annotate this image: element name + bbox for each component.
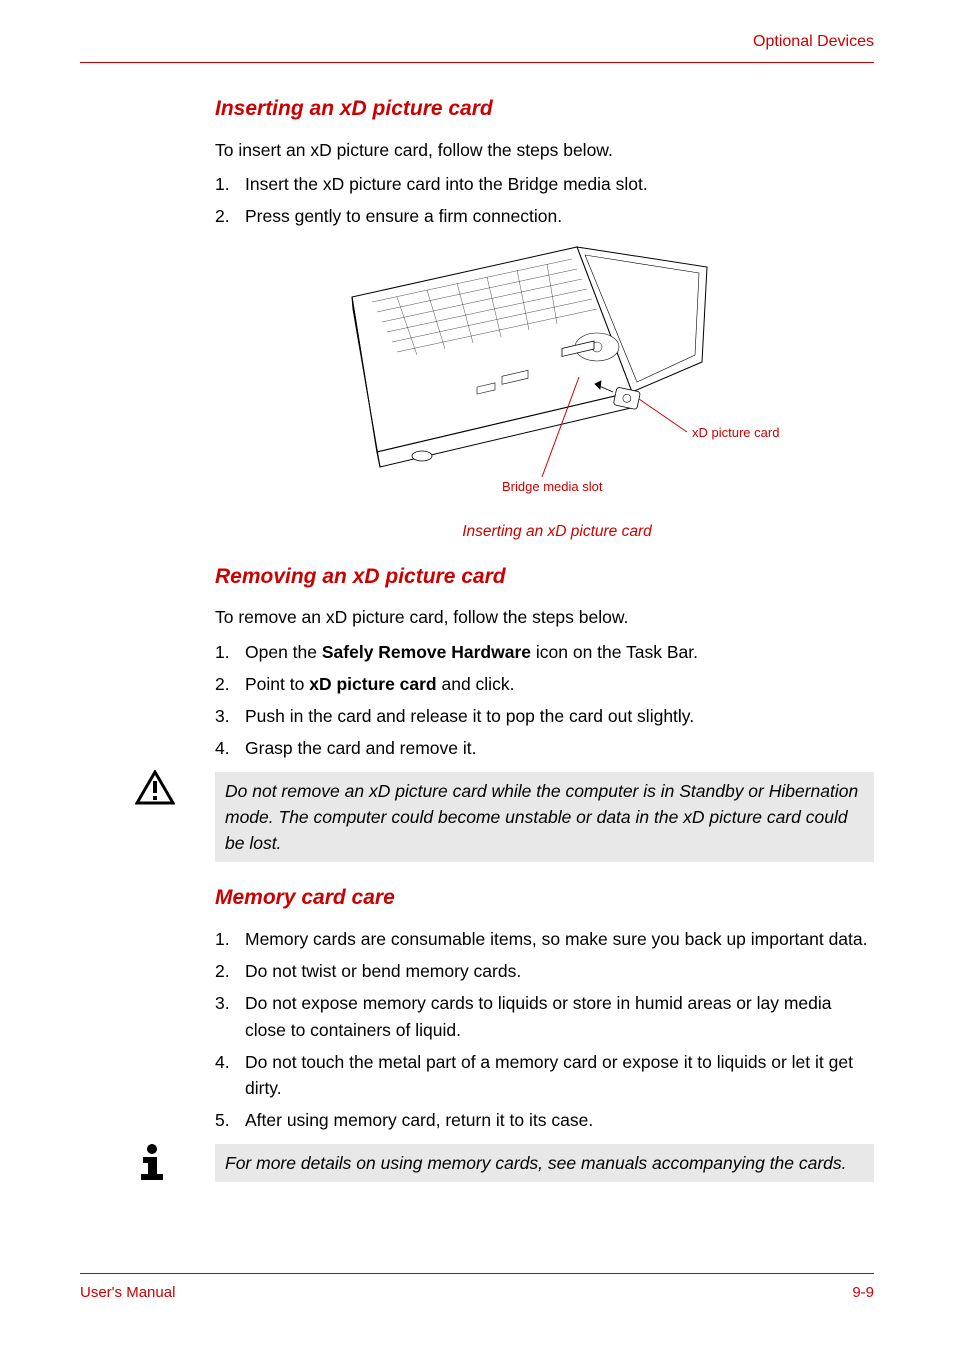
step-text: Push in the card and release it to pop t… xyxy=(245,706,694,726)
step-text: Press gently to ensure a firm connection… xyxy=(245,206,562,226)
header-right: Optional Devices xyxy=(80,30,874,54)
figure-laptop: xD picture card Bridge media slot Insert… xyxy=(240,237,874,543)
steps-inserting: 1.Insert the xD picture card into the Br… xyxy=(215,171,874,230)
step-text: Do not twist or bend memory cards. xyxy=(245,961,521,981)
list-item: 1.Open the Safely Remove Hardware icon o… xyxy=(215,639,874,665)
intro-inserting: To insert an xD picture card, follow the… xyxy=(215,137,874,163)
steps-memory-care: 1.Memory cards are consumable items, so … xyxy=(215,926,874,1134)
list-item: 3.Do not expose memory cards to liquids … xyxy=(215,990,874,1043)
step-text: Insert the xD picture card into the Brid… xyxy=(245,174,648,194)
list-item: 5.After using memory card, return it to … xyxy=(215,1107,874,1133)
step-text: Point to xD picture card and click. xyxy=(245,674,514,694)
step-text: Open the Safely Remove Hardware icon on … xyxy=(245,642,698,662)
steps-removing: 1.Open the Safely Remove Hardware icon o… xyxy=(215,639,874,762)
warning-icon xyxy=(80,768,215,806)
step-text: Do not touch the metal part of a memory … xyxy=(245,1052,853,1098)
warning-text: Do not remove an xD picture card while t… xyxy=(215,772,874,863)
step-text: After using memory card, return it to it… xyxy=(245,1110,593,1130)
footer-left: User's Manual xyxy=(80,1282,175,1305)
list-item: 4.Grasp the card and remove it. xyxy=(215,735,874,761)
section-inserting: Inserting an xD picture card To insert a… xyxy=(215,93,874,543)
list-item: 4.Do not touch the metal part of a memor… xyxy=(215,1049,874,1102)
list-item: 3.Push in the card and release it to pop… xyxy=(215,703,874,729)
figure-caption: Inserting an xD picture card xyxy=(240,520,874,543)
header-rule xyxy=(80,62,874,63)
heading-inserting: Inserting an xD picture card xyxy=(215,93,874,125)
section-removing: Removing an xD picture card To remove an… xyxy=(215,561,874,762)
list-item: 2.Press gently to ensure a firm connecti… xyxy=(215,203,874,229)
list-item: 1.Insert the xD picture card into the Br… xyxy=(215,171,874,197)
info-icon xyxy=(80,1140,215,1182)
list-item: 2.Point to xD picture card and click. xyxy=(215,671,874,697)
step-text: Do not expose memory cards to liquids or… xyxy=(245,993,832,1039)
heading-removing: Removing an xD picture card xyxy=(215,561,874,593)
info-callout: For more details on using memory cards, … xyxy=(80,1140,874,1182)
footer-right: 9-9 xyxy=(852,1282,874,1305)
list-item: 1.Memory cards are consumable items, so … xyxy=(215,926,874,952)
warning-callout: Do not remove an xD picture card while t… xyxy=(80,768,874,863)
section-memory-care: Memory card care 1.Memory cards are cons… xyxy=(215,882,874,1133)
intro-removing: To remove an xD picture card, follow the… xyxy=(215,604,874,630)
list-item: 2.Do not twist or bend memory cards. xyxy=(215,958,874,984)
heading-memory-care: Memory card care xyxy=(215,882,874,914)
step-text: Memory cards are consumable items, so ma… xyxy=(245,929,868,949)
step-text: Grasp the card and remove it. xyxy=(245,738,477,758)
info-text: For more details on using memory cards, … xyxy=(215,1144,874,1182)
footer-rule xyxy=(80,1273,874,1274)
footer: User's Manual 9-9 xyxy=(80,1273,874,1305)
label-xd-card: xD picture card xyxy=(692,425,779,440)
label-slot: Bridge media slot xyxy=(502,479,603,494)
